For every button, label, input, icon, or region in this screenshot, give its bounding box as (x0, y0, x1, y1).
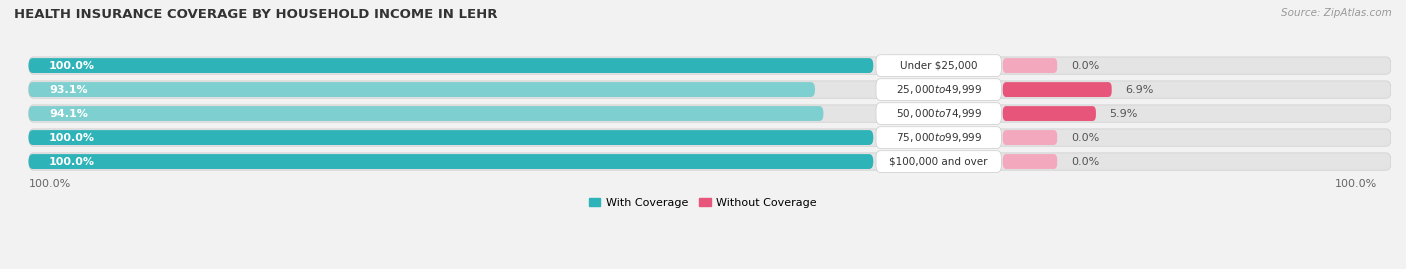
FancyBboxPatch shape (28, 154, 873, 169)
Text: 6.9%: 6.9% (1125, 84, 1154, 95)
Text: 100.0%: 100.0% (49, 133, 96, 143)
FancyBboxPatch shape (28, 129, 1391, 146)
Text: Source: ZipAtlas.com: Source: ZipAtlas.com (1281, 8, 1392, 18)
Text: Under $25,000: Under $25,000 (900, 61, 977, 70)
Text: $75,000 to $99,999: $75,000 to $99,999 (896, 131, 981, 144)
FancyBboxPatch shape (876, 151, 1001, 172)
FancyBboxPatch shape (28, 58, 873, 73)
Text: $100,000 and over: $100,000 and over (890, 157, 988, 167)
FancyBboxPatch shape (28, 153, 1391, 170)
Text: 93.1%: 93.1% (49, 84, 87, 95)
FancyBboxPatch shape (1002, 58, 1057, 73)
Text: 0.0%: 0.0% (1071, 61, 1099, 70)
Text: 100.0%: 100.0% (1336, 179, 1378, 189)
FancyBboxPatch shape (28, 81, 1391, 98)
Text: 0.0%: 0.0% (1071, 157, 1099, 167)
Text: 0.0%: 0.0% (1071, 133, 1099, 143)
FancyBboxPatch shape (876, 127, 1001, 148)
Text: 100.0%: 100.0% (49, 61, 96, 70)
Text: 5.9%: 5.9% (1109, 109, 1137, 119)
FancyBboxPatch shape (1002, 82, 1112, 97)
Text: $50,000 to $74,999: $50,000 to $74,999 (896, 107, 981, 120)
FancyBboxPatch shape (876, 55, 1001, 76)
Text: HEALTH INSURANCE COVERAGE BY HOUSEHOLD INCOME IN LEHR: HEALTH INSURANCE COVERAGE BY HOUSEHOLD I… (14, 8, 498, 21)
FancyBboxPatch shape (1002, 130, 1057, 145)
Text: $25,000 to $49,999: $25,000 to $49,999 (896, 83, 981, 96)
FancyBboxPatch shape (28, 57, 1391, 74)
Text: 100.0%: 100.0% (28, 179, 70, 189)
Text: 100.0%: 100.0% (49, 157, 96, 167)
FancyBboxPatch shape (28, 105, 1391, 122)
FancyBboxPatch shape (28, 106, 824, 121)
FancyBboxPatch shape (876, 103, 1001, 124)
FancyBboxPatch shape (876, 79, 1001, 100)
Legend: With Coverage, Without Coverage: With Coverage, Without Coverage (585, 193, 821, 212)
FancyBboxPatch shape (28, 130, 873, 145)
FancyBboxPatch shape (28, 82, 815, 97)
FancyBboxPatch shape (1002, 106, 1095, 121)
FancyBboxPatch shape (1002, 154, 1057, 169)
Text: 94.1%: 94.1% (49, 109, 89, 119)
